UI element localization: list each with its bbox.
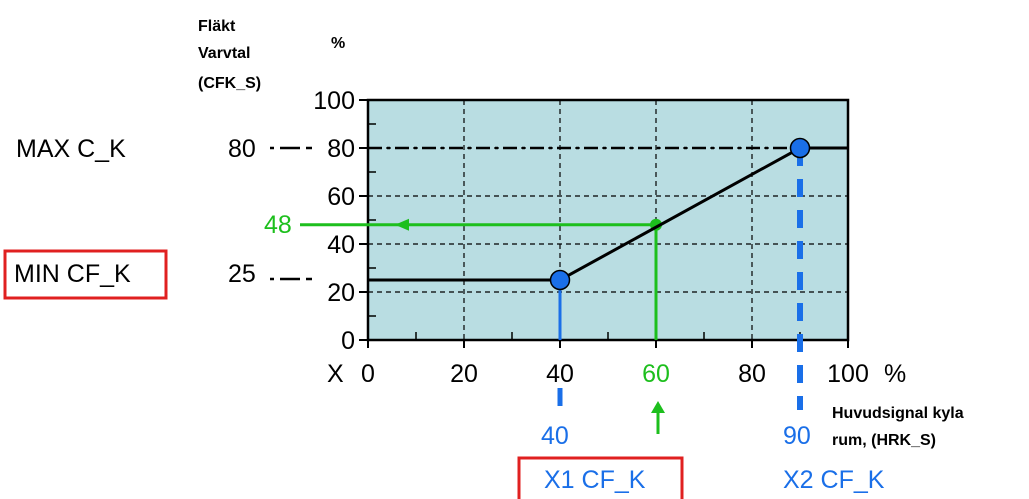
plot-frame [366, 98, 850, 342]
y-axis-title-line-3: (CFK_S) [198, 75, 261, 92]
y-axis-unit: % [331, 35, 345, 52]
example-y-label: 48 [264, 211, 292, 239]
x-tick-label-20: 20 [450, 360, 478, 388]
x-tick-label-60: 60 [642, 360, 670, 388]
breakpoint-marker-2 [789, 137, 811, 159]
y-tick-label-20: 20 [327, 279, 355, 307]
y-axis-title-line-1: Fläkt [198, 18, 236, 35]
x1-name: X1 CF_K [544, 466, 646, 494]
x-tick-label-80: 80 [738, 360, 766, 388]
x2-name: X2 CF_K [783, 466, 885, 494]
series-line [368, 146, 848, 282]
plot-area [368, 100, 848, 340]
example-guides [300, 218, 662, 340]
x1-name-box [517, 456, 684, 499]
y-axis-title-line-2: Varvtal [198, 45, 250, 62]
min-value: 25 [228, 260, 256, 288]
x-tick-label-40: 40 [546, 360, 574, 388]
x-axis-title-line-2: rum, (HRK_S) [832, 432, 936, 449]
x-axis-prefix: X [327, 360, 344, 388]
y-tick-label-80: 80 [327, 135, 355, 163]
max-label: MAX C_K [16, 135, 126, 163]
y-tick-label-40: 40 [327, 231, 355, 259]
y-tick-labels: 0 20 40 60 80 100 [313, 87, 355, 355]
example-up-arrow-head [651, 401, 665, 413]
x-tick-label-0: 0 [361, 360, 375, 388]
y-tick-marks [359, 99, 368, 341]
min-label-box [3, 249, 168, 300]
min-label: MIN CF_K [14, 260, 131, 288]
x-axis-title-line-1: Huvudsignal kyla [832, 405, 964, 422]
breakpoint-marker-1 [549, 269, 571, 291]
y-tick-label-100: 100 [313, 87, 355, 115]
x1-value-label: 40 [541, 422, 569, 450]
y-tick-label-0: 0 [341, 327, 355, 355]
x-axis-unit: % [884, 360, 906, 388]
max-value: 80 [228, 135, 256, 163]
breakpoint-markers [549, 137, 811, 291]
x-tick-labels: 0 20 40 60 80 100 [361, 360, 869, 388]
x-tick-label-100: 100 [827, 360, 869, 388]
y-tick-label-60: 60 [327, 183, 355, 211]
x2-value-label: 90 [783, 422, 811, 450]
example-arrow-head [395, 218, 409, 231]
x-tick-marks [367, 340, 849, 348]
